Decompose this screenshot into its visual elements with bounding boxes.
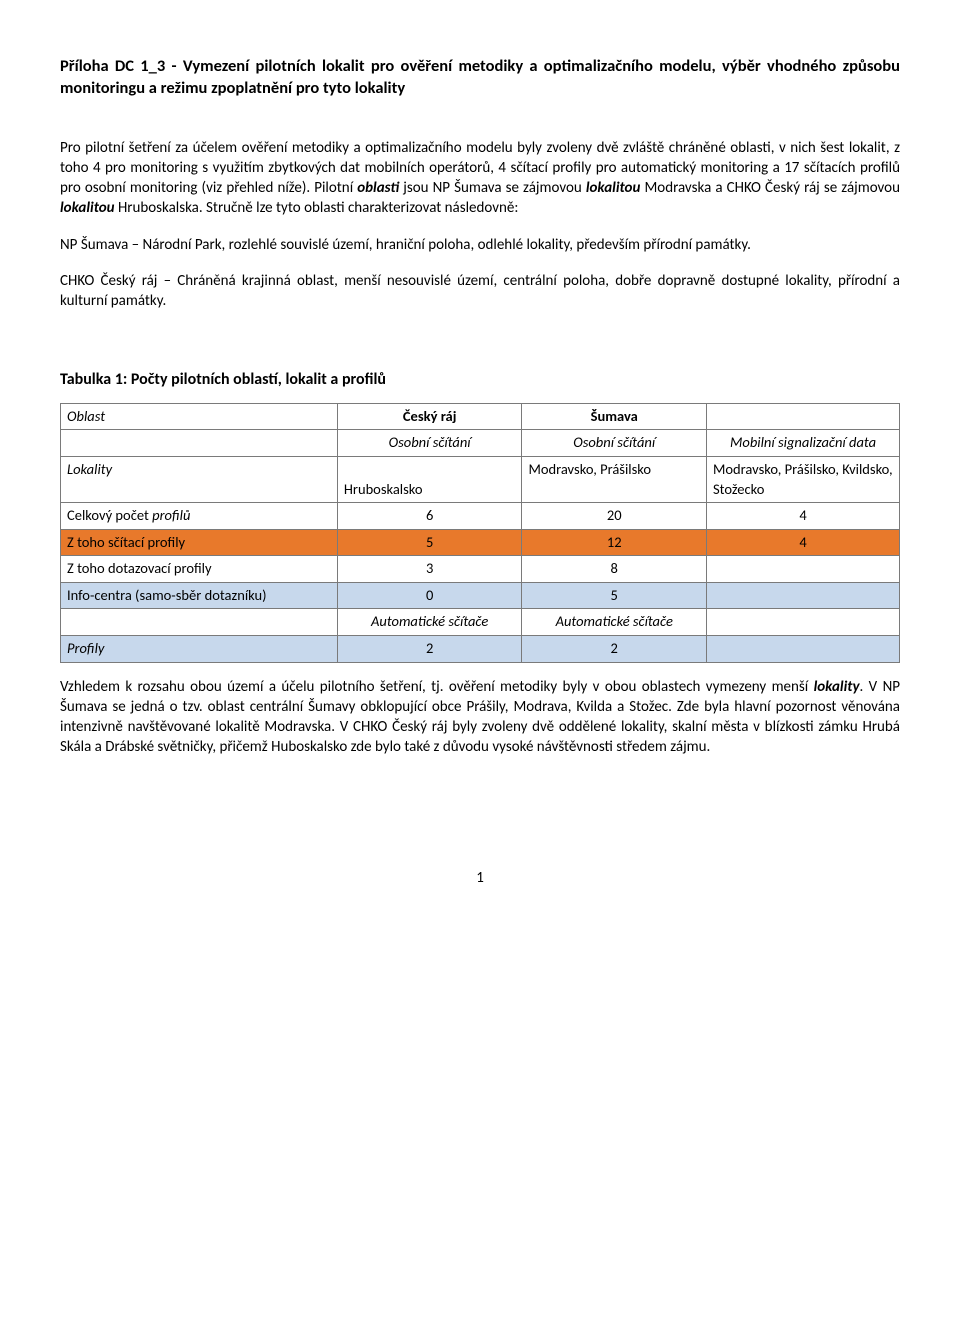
cell-empty (707, 635, 900, 662)
table-row: Celkový počet profilů 6 20 4 (61, 503, 900, 530)
cell-val: 5 (522, 582, 707, 609)
cell-empty (707, 403, 900, 430)
table-row: Z toho dotazovací profily 3 8 (61, 556, 900, 583)
document-title: Příloha DC 1_3 - Vymezení pilotních loka… (60, 55, 900, 100)
cell-val: 3 (337, 556, 522, 583)
cell-celkovy: Celkový počet profilů (61, 503, 338, 530)
cell-osobni-1: Osobní sčítání (337, 430, 522, 457)
cell-mobilni: Mobilní signalizační data (707, 430, 900, 457)
cell-oblast: Oblast (61, 403, 338, 430)
cell-infocentra: Info-centra (samo-sběr dotazníku) (61, 582, 338, 609)
cell-val: 2 (522, 635, 707, 662)
cell-text-italic: profilů (152, 506, 190, 524)
p1-bold-1: oblasti (357, 179, 399, 197)
cell-auto-2: Automatické sčítače (522, 609, 707, 636)
cell-osobni-2: Osobní sčítání (522, 430, 707, 457)
paragraph-4: Vzhledem k rozsahu obou území a účelu pi… (60, 677, 900, 758)
cell-val: 8 (522, 556, 707, 583)
cell-val: 20 (522, 503, 707, 530)
table-row: Profily 2 2 (61, 635, 900, 662)
cell-sumava: Šumava (522, 403, 707, 430)
paragraph-2: NP Šumava – Národní Park, rozlehlé souvi… (60, 235, 900, 255)
p4-text-a: Vzhledem k rozsahu obou území a účelu pi… (60, 678, 814, 696)
cell-hruboskalsko: Hruboskalsko (337, 457, 522, 503)
cell-val: 5 (337, 529, 522, 556)
cell-empty (707, 556, 900, 583)
cell-modravsko: Modravsko, Prášilsko (522, 457, 707, 503)
table-row: Osobní sčítání Osobní sčítání Mobilní si… (61, 430, 900, 457)
p1-text-d: Modravska a CHKO Český ráj se zájmovou (640, 179, 900, 197)
table-pilots: Oblast Český ráj Šumava Osobní sčítání O… (60, 403, 900, 663)
cell-modravsko-all: Modravsko, Prášilsko, Kvildsko, Stožecko (707, 457, 900, 503)
paragraph-1: Pro pilotní šetření za účelem ověření me… (60, 138, 900, 219)
cell-val: 2 (337, 635, 522, 662)
p4-bold: lokality (814, 678, 860, 696)
table-row: Lokality Hruboskalsko Modravsko, Prášils… (61, 457, 900, 503)
p1-text-e: Hruboskalska. Stručně lze tyto oblasti c… (115, 199, 519, 217)
page-number: 1 (60, 868, 900, 888)
cell-profily: Profily (61, 635, 338, 662)
p1-bold-2: lokalitou (586, 179, 641, 197)
cell-empty (61, 430, 338, 457)
cell-val: 12 (522, 529, 707, 556)
table-row: Automatické sčítače Automatické sčítače (61, 609, 900, 636)
cell-empty (61, 609, 338, 636)
table-row: Z toho sčítací profily 5 12 4 (61, 529, 900, 556)
cell-val: 0 (337, 582, 522, 609)
cell-empty (707, 609, 900, 636)
cell-val: 6 (337, 503, 522, 530)
table-heading: Tabulka 1: Počty pilotních oblastí, loka… (60, 369, 900, 391)
cell-lokality: Lokality (61, 457, 338, 503)
p1-bold-3: lokalitou (60, 199, 115, 217)
cell-scitaci: Z toho sčítací profily (61, 529, 338, 556)
cell-empty (707, 582, 900, 609)
table-row: Oblast Český ráj Šumava (61, 403, 900, 430)
paragraph-3: CHKO Český ráj – Chráněná krajinná oblas… (60, 271, 900, 312)
cell-val: 4 (707, 529, 900, 556)
cell-val: 4 (707, 503, 900, 530)
cell-cesky-raj: Český ráj (337, 403, 522, 430)
cell-dotazovaci: Z toho dotazovací profily (61, 556, 338, 583)
cell-text: Celkový počet (67, 506, 152, 524)
table-row: Info-centra (samo-sběr dotazníku) 0 5 (61, 582, 900, 609)
p1-text-c: jsou NP Šumava se zájmovou (399, 179, 586, 197)
cell-auto-1: Automatické sčítače (337, 609, 522, 636)
